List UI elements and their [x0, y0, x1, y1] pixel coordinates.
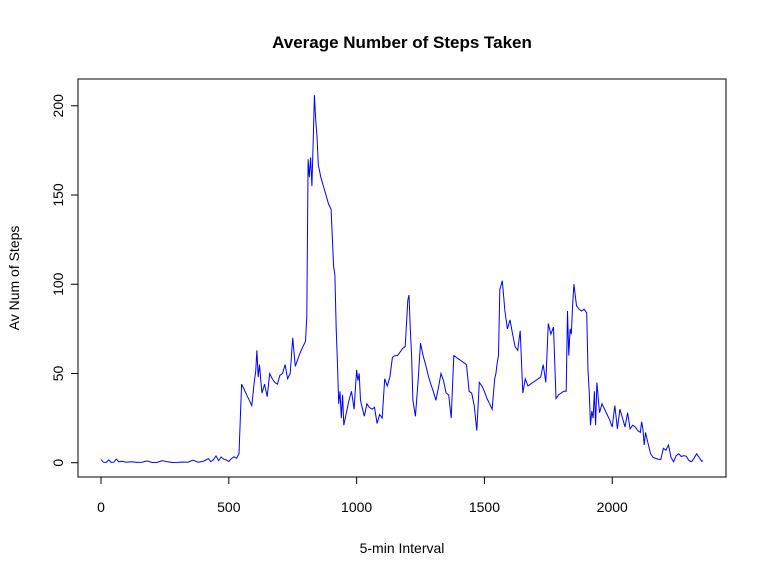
- x-tick-label: 0: [97, 499, 105, 515]
- y-tick-label: 200: [50, 94, 66, 118]
- y-axis-label: Av Num of Steps: [6, 226, 22, 331]
- x-axis: 0 500 1000 1500 2000: [97, 476, 628, 515]
- x-tick-label: 2000: [597, 499, 628, 515]
- y-tick-label: 150: [50, 183, 66, 207]
- series-line-average-steps: [100, 95, 704, 464]
- x-tick-label: 1500: [469, 499, 500, 515]
- x-axis-label: 5-min Interval: [360, 540, 445, 556]
- y-axis: 0 50 100 150 200: [50, 94, 79, 467]
- y-tick-label: 100: [50, 272, 66, 296]
- x-tick-label: 1000: [341, 499, 372, 515]
- y-tick-label: 50: [50, 365, 66, 381]
- y-tick-label: 0: [50, 459, 66, 467]
- chart-title: Average Number of Steps Taken: [272, 33, 532, 52]
- x-tick-label: 500: [217, 499, 241, 515]
